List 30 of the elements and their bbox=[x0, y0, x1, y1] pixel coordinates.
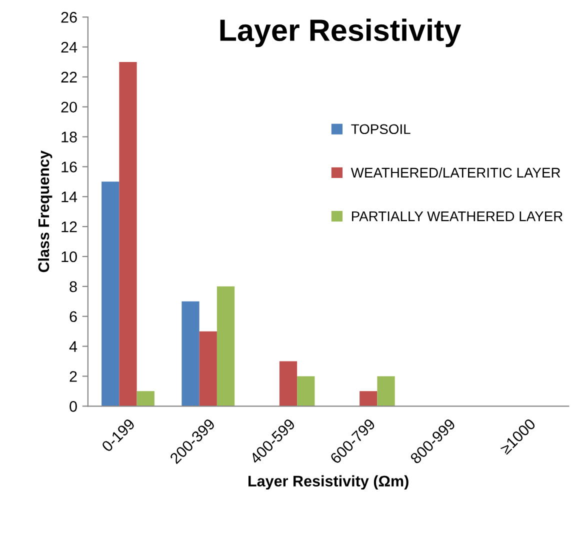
y-tick-label: 8 bbox=[70, 281, 77, 292]
y-axis-title: Class Frequency bbox=[38, 150, 52, 272]
y-tick-label: 24 bbox=[61, 42, 78, 53]
y-tick-label: 14 bbox=[62, 192, 78, 202]
y-tick-label: 22 bbox=[61, 72, 77, 82]
y-tick-label: 2 bbox=[70, 371, 77, 382]
legend-label: WEATHERED/LATERITIC LAYER bbox=[350, 167, 560, 178]
y-tick-label: 4 bbox=[69, 341, 78, 352]
bar bbox=[297, 376, 315, 406]
y-tick-label: 6 bbox=[70, 311, 77, 322]
bar bbox=[199, 331, 217, 406]
bar bbox=[360, 391, 378, 406]
y-tick-label: 10 bbox=[62, 251, 77, 262]
y-tick-label: 26 bbox=[61, 12, 77, 23]
bar bbox=[377, 376, 395, 406]
y-tick-label: 12 bbox=[62, 221, 77, 232]
y-tick-label: 0 bbox=[70, 401, 77, 412]
bar bbox=[136, 391, 154, 406]
legend-label: TOPSOIL bbox=[351, 124, 410, 134]
y-tick-label: 16 bbox=[62, 162, 77, 172]
bar bbox=[182, 301, 200, 406]
y-tick-label: 20 bbox=[61, 102, 77, 113]
x-axis-title: Layer Resistivity (Ωm) bbox=[248, 475, 408, 490]
bar bbox=[119, 62, 137, 406]
y-tick-label: 18 bbox=[62, 132, 77, 142]
bar bbox=[102, 182, 120, 406]
legend-label: PARTIALLY WEATHERED LAYER bbox=[352, 212, 563, 222]
chart-title: Layer Resistivity bbox=[220, 18, 462, 48]
bar bbox=[279, 361, 298, 406]
bar bbox=[216, 286, 235, 406]
